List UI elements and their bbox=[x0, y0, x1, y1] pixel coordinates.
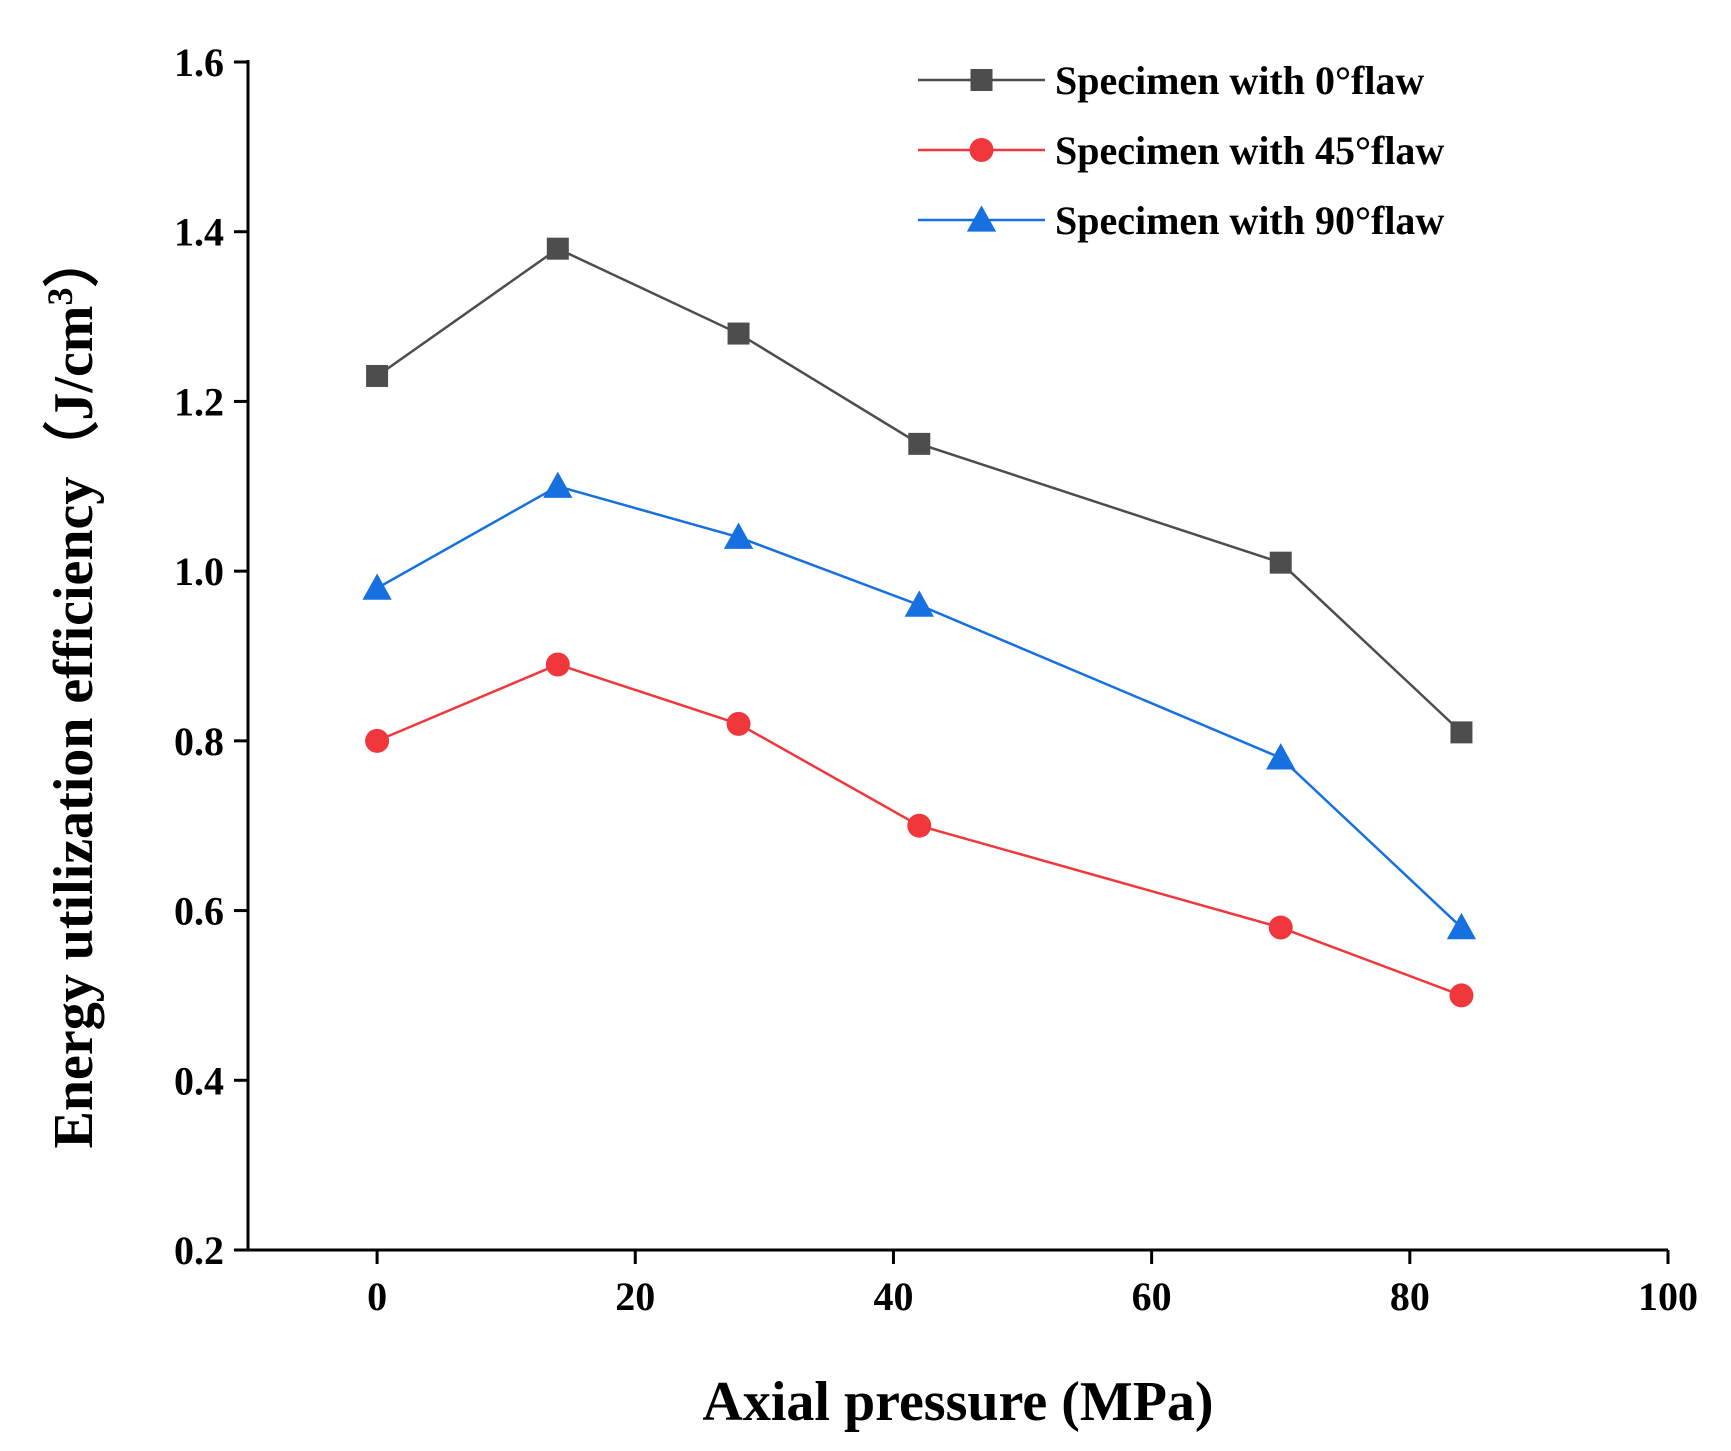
x-tick-label: 0 bbox=[367, 1274, 387, 1319]
x-axis-ticks: 0 20 40 60 80 100 bbox=[367, 1250, 1698, 1319]
y-tick-label: 0.2 bbox=[174, 1228, 224, 1273]
data-point bbox=[545, 652, 570, 677]
data-point bbox=[543, 471, 573, 498]
legend-marker bbox=[969, 138, 994, 162]
y-tick-label: 0.4 bbox=[174, 1058, 224, 1103]
y-tick-label: 0.6 bbox=[174, 889, 224, 934]
legend-label: Specimen with 0°flaw bbox=[1055, 58, 1424, 103]
data-point bbox=[908, 432, 931, 455]
data-point bbox=[1268, 915, 1293, 940]
legend-marker bbox=[970, 69, 993, 91]
x-tick-label: 80 bbox=[1390, 1274, 1430, 1319]
series-line bbox=[376, 484, 1463, 929]
x-tick-label: 40 bbox=[873, 1274, 913, 1319]
x-tick-label: 20 bbox=[615, 1274, 655, 1319]
series-layer bbox=[362, 237, 1477, 1008]
y-axis-title: Energy utilization efficiency（J/cm3） bbox=[40, 232, 105, 1149]
series-line bbox=[376, 247, 1463, 734]
series-line bbox=[376, 663, 1462, 997]
legend-label: Specimen with 45°flaw bbox=[1055, 128, 1444, 173]
series-1 bbox=[365, 652, 1474, 1008]
data-point bbox=[723, 522, 754, 549]
legend-item: Specimen with 45°flaw bbox=[918, 128, 1444, 173]
data-point bbox=[726, 711, 751, 736]
y-tick-label: 0.8 bbox=[174, 719, 224, 764]
data-point bbox=[366, 364, 389, 387]
data-point bbox=[1449, 983, 1474, 1008]
data-point bbox=[1450, 721, 1473, 744]
y-axis-ticks: 0.2 0.4 0.6 0.8 1.0 1.2 1.4 1.6 bbox=[174, 40, 248, 1273]
axes bbox=[246, 60, 1668, 1252]
legend-item: Specimen with 90°flaw bbox=[918, 198, 1444, 243]
data-point bbox=[362, 573, 392, 600]
data-point bbox=[365, 728, 390, 753]
y-tick-label: 1.0 bbox=[174, 549, 224, 594]
data-point bbox=[1266, 743, 1296, 770]
x-tick-label: 60 bbox=[1132, 1274, 1172, 1319]
data-point bbox=[904, 590, 934, 617]
x-tick-label: 100 bbox=[1638, 1274, 1698, 1319]
legend: Specimen with 0°flaw Specimen with 45°fla… bbox=[918, 58, 1444, 243]
y-tick-label: 1.2 bbox=[174, 379, 224, 424]
y-axis-title-superscript: 3 bbox=[40, 288, 80, 306]
y-axis-title-close: ） bbox=[42, 232, 105, 288]
series-0 bbox=[366, 237, 1473, 744]
data-point bbox=[1269, 551, 1292, 574]
data-point bbox=[907, 813, 932, 838]
x-axis-title: Axial pressure (MPa) bbox=[702, 1371, 1213, 1433]
y-tick-label: 1.6 bbox=[174, 40, 224, 85]
legend-item: Specimen with 0°flaw bbox=[918, 58, 1424, 103]
legend-label: Specimen with 90°flaw bbox=[1055, 198, 1444, 243]
data-point bbox=[727, 322, 750, 345]
data-point bbox=[1446, 912, 1477, 940]
series-2 bbox=[362, 471, 1477, 940]
legend-marker bbox=[966, 205, 997, 232]
y-axis-title-main: Energy utilization efficiency（J/cm bbox=[42, 306, 105, 1149]
data-point bbox=[546, 237, 569, 260]
y-tick-label: 1.4 bbox=[174, 210, 224, 255]
